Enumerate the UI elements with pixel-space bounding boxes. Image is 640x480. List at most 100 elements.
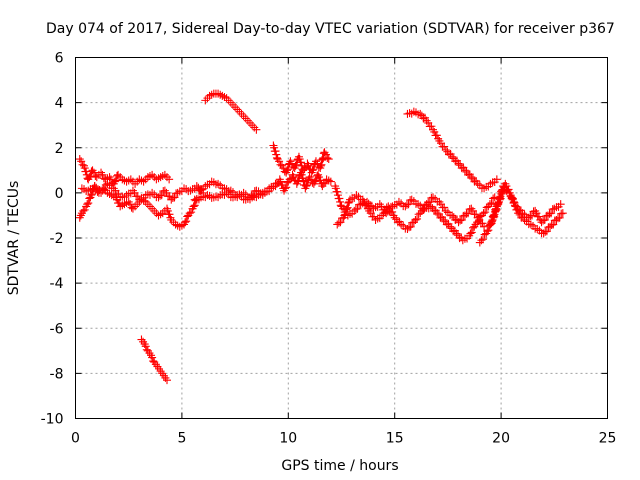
data-point [252,125,261,134]
data-point-interp [297,158,306,167]
data-point-interp [369,212,378,221]
data-point [467,173,476,182]
data-point-interp [80,164,89,173]
x-tick-label: 5 [177,431,186,447]
y-tick-label: -6 [50,321,64,337]
data-point-interp [83,200,92,209]
data-point-interp [317,160,326,169]
data-point-interp [491,206,500,215]
data-point-interp [490,212,499,221]
data-point-interp [406,222,415,231]
data-point-interp [457,216,466,225]
data-point [446,222,455,231]
x-tick-label: 25 [599,431,617,447]
data-point-interp [181,218,190,227]
data-point-interp [336,218,345,227]
data-point-interp [79,206,88,215]
data-point-interp [275,157,284,166]
data-point [454,159,463,168]
data-point-interp [472,210,481,219]
data-point-interp [504,185,513,194]
data-point-interp [308,166,317,175]
data-point-interp [479,235,488,244]
data-point-interp [165,210,174,219]
data-point-interp [534,212,543,221]
data-point-interp [189,202,198,211]
data-point-interp [481,208,490,217]
data-point [433,209,442,218]
data-point [441,146,450,155]
data-point-interp [485,200,494,209]
y-tick-label: 0 [55,186,64,202]
data-point-interp [513,205,522,214]
data-point-interp [323,153,332,162]
tick-labels: 0 5 10 15 20 25 -10 -8 -6 -4 -2 0 2 4 6 [41,51,617,447]
data-point-interp [91,172,100,181]
data-point-interp [388,207,397,216]
data-point-interp [295,155,304,164]
series-noon_cluster_lower [271,168,335,195]
data-point-interp [85,173,94,182]
data-point-interp [404,200,413,209]
y-tick-label: -2 [50,231,64,247]
data-point-interp [141,342,150,351]
data-point-interp [127,203,136,212]
x-axis-label: GPS time / hours [281,458,398,474]
data-point [163,376,172,385]
data-point-interp [492,205,501,214]
data-point-interp [490,207,499,216]
data-point-interp [478,219,487,228]
data-point-interp [333,191,342,200]
data-point-interp [464,209,473,218]
data-point [326,177,335,186]
data-point-interp [344,198,353,207]
data-point [448,211,457,220]
data-point-interp [85,194,94,203]
data-point-interp [527,211,536,220]
data-point-interp [489,213,498,222]
data-point [192,182,201,191]
data-point-interp [486,220,495,229]
data-point-interp [417,206,426,215]
y-tick-label: -10 [41,412,64,428]
series-evening_lower_band [475,179,567,247]
data-point [452,229,461,238]
data-point-interp [314,173,323,182]
data-point-interp [98,170,107,179]
axis-ticks [75,57,608,419]
data-point-interp [483,227,492,236]
data-point [558,209,567,218]
data-point-interp [479,209,488,218]
data-point-interp [379,209,388,218]
data-point-interp [133,192,142,201]
data-point-interp [100,185,109,194]
data-point-interp [111,176,120,185]
data-point-interp [549,220,558,229]
data-point-interp [487,199,496,208]
y-tick-label: -8 [50,366,64,382]
data-point [556,200,565,209]
data-point-interp [510,198,519,207]
series-negative_dip_arc [137,335,172,385]
data-point-interp [341,210,350,219]
data-point-interp [303,181,312,190]
data-point [324,155,333,164]
data-point-interp [411,215,420,224]
data-point-interp [87,191,96,200]
data-point-interp [170,193,179,202]
data-point-interp [506,192,515,201]
data-point-interp [467,228,476,237]
data-point-interp [299,177,308,186]
data-point-interp [427,122,436,131]
data-point-interp [185,209,194,218]
data-point [390,213,399,222]
series-high_arc_6_to_8h [201,89,261,134]
data-point-interp [270,143,279,152]
data-point-interp [281,184,290,193]
y-tick-label: 2 [55,141,64,157]
data-point-interp [318,156,327,165]
data-point-interp [440,142,449,151]
data-point-interp [547,209,556,218]
data-point-interp [80,205,89,214]
y-tick-label: -4 [50,276,64,292]
